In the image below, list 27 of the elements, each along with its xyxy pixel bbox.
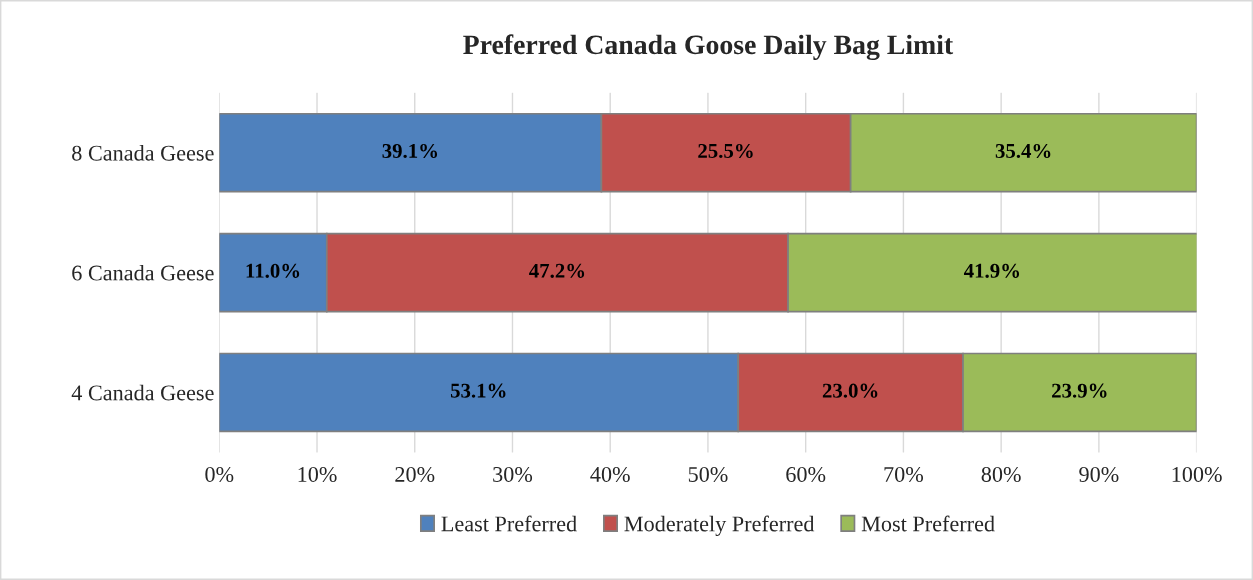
x-tick-label: 100%	[1172, 466, 1222, 482]
x-tick-label: 50%	[688, 466, 728, 482]
data-label: 23.0%	[822, 383, 878, 398]
x-tick-label: 20%	[395, 466, 435, 482]
x-tick-label: 30%	[493, 466, 533, 482]
legend-label: Most Preferred	[861, 515, 995, 532]
y-tick-label: 6 Canada Geese	[72, 264, 214, 281]
data-label: 11.0%	[246, 263, 300, 278]
y-tick-label: 8 Canada Geese	[72, 145, 214, 161]
x-tick-label: 70%	[884, 466, 924, 482]
data-label: 23.9%	[1052, 383, 1107, 398]
data-label: 25.5%	[698, 143, 753, 159]
legend-label: Moderately Preferred	[624, 515, 815, 536]
data-label: 39.1%	[382, 143, 438, 159]
data-label: 53.1%	[450, 383, 506, 398]
x-tick-label: 90%	[1079, 466, 1119, 482]
data-label: 41.9%	[963, 263, 1020, 278]
y-tick-label: 4 Canada Geese	[71, 384, 214, 401]
data-label: 35.4%	[995, 143, 1051, 159]
x-tick-label: 40%	[590, 466, 630, 482]
x-tick-label: 0%	[205, 466, 234, 482]
x-tick-label: 80%	[981, 466, 1021, 482]
x-tick-label: 10%	[298, 466, 337, 482]
chart-title: Preferred Canada Goose Daily Bag Limit	[463, 34, 954, 61]
data-label: 47.2%	[529, 263, 585, 278]
x-tick-label: 60%	[786, 466, 826, 482]
legend-label: Least Preferred	[441, 515, 577, 532]
